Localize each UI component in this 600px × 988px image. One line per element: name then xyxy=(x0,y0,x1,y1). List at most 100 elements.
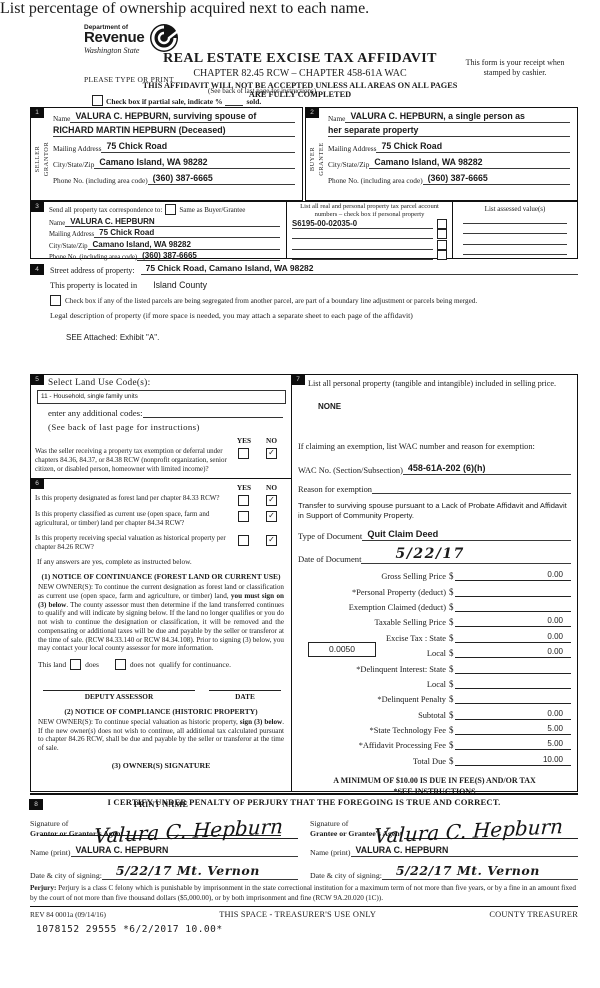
logo-text-department: Department of xyxy=(84,24,129,31)
certify-statement: I CERTIFY UNDER PENALTY OF PERJURY THAT … xyxy=(107,797,501,807)
partial-sale-percent-field[interactable] xyxy=(225,105,244,106)
local-rate-box[interactable]: 0.0050 xyxy=(308,642,376,658)
correspondence-phone-field[interactable]: (360) 387-6665 xyxy=(137,251,280,261)
money-value: 0.00 xyxy=(547,616,563,626)
mailing-address-label: Mailing Address xyxy=(49,231,95,238)
county-treasurer-label: COUNTY TREASURER xyxy=(489,910,578,919)
subtotal-field[interactable]: 0.00 xyxy=(454,709,571,720)
seller-city-field[interactable]: Camano Island, WA 98282 xyxy=(94,157,295,169)
parcel-number-field[interactable] xyxy=(292,248,433,250)
money-label: Excise Tax : State xyxy=(386,633,446,643)
buyer-city-field[interactable]: Camano Island, WA 98282 xyxy=(369,157,570,169)
located-in-label: This property is located in xyxy=(50,281,138,290)
parcel-number-field[interactable] xyxy=(292,259,433,261)
owners-signature-title: (3) OWNER(S) SIGNATURE xyxy=(111,760,211,770)
street-address-field[interactable]: 75 Chick Road, Camano Island, WA 98282 xyxy=(140,263,578,275)
owner-print-name-line[interactable] xyxy=(41,827,154,836)
money-label: *State Technology Fee xyxy=(369,726,446,736)
seller-phone-field[interactable]: (360) 387-6665 xyxy=(147,173,295,185)
s5-no-checkbox[interactable]: ✓ xyxy=(266,448,277,459)
personal-property-value[interactable]: NONE xyxy=(318,402,342,412)
grantee-printed-name-field[interactable]: VALURA C. HEPBURN xyxy=(350,845,578,857)
money-label: *Affidavit Processing Fee xyxy=(358,741,446,751)
money-label: Local xyxy=(426,649,446,659)
city-state-zip-label: City/State/Zip xyxy=(49,242,88,250)
grantor-date-city-field[interactable]: 5/22/17 Mt. Vernon xyxy=(101,863,298,880)
deputy-assessor-signature-line[interactable] xyxy=(43,682,195,691)
affidavit-processing-fee-field[interactable]: 5.00 xyxy=(454,739,571,751)
assessed-value-field[interactable] xyxy=(463,251,567,255)
segregated-checkbox[interactable] xyxy=(50,295,61,306)
additional-codes-field[interactable] xyxy=(142,417,283,418)
personal-property-checkbox-2[interactable] xyxy=(437,229,447,240)
delinquent-interest-state-field[interactable] xyxy=(454,663,571,674)
buyer-mailing-field[interactable]: 75 Chick Road xyxy=(376,141,570,153)
date-of-document-field[interactable]: 5/22/17 xyxy=(361,546,571,564)
assessed-value-field[interactable] xyxy=(463,220,567,224)
ownership-note: List percentage of ownership acquired ne… xyxy=(0,0,370,17)
gross-selling-price-field[interactable]: 0.00 xyxy=(454,570,571,582)
dollar-sign: $ xyxy=(449,601,454,612)
delinquent-penalty-field[interactable] xyxy=(454,693,571,705)
same-as-buyer-checkbox[interactable] xyxy=(165,204,177,215)
phone-label: Phone No. (including area code) xyxy=(328,176,423,185)
taxable-selling-price-field[interactable]: 0.00 xyxy=(454,616,571,628)
q2-no-checkbox[interactable]: ✓ xyxy=(266,511,277,523)
excise-tax-state-field[interactable]: 0.00 xyxy=(454,632,571,643)
section-7-tab: 7 xyxy=(291,374,305,385)
buyer-phone-field[interactable]: (360) 387-6665 xyxy=(422,173,570,185)
money-value xyxy=(455,601,572,611)
seller-mailing-field[interactable]: 75 Chick Road xyxy=(101,141,295,153)
reason-field[interactable] xyxy=(371,492,571,495)
bottom-row: REV 84 0001a (09/14/16) THIS SPACE - TRE… xyxy=(30,906,578,919)
wac-number-field[interactable]: 458-61A-202 (6)(h) xyxy=(402,463,571,476)
seller-name-field-2[interactable]: RICHARD MARTIN HEPBURN (Deceased) xyxy=(53,125,295,137)
parcel-number-field[interactable]: S6195-00-02035-0 xyxy=(292,219,433,229)
section-8: 8 I CERTIFY UNDER PENALTY OF PERJURY THA… xyxy=(29,793,578,880)
personal-property-deduct-field[interactable] xyxy=(454,586,572,597)
land-does-checkbox[interactable] xyxy=(70,659,82,670)
personal-property-checkbox-4[interactable] xyxy=(437,250,447,261)
buyer-name-field-2[interactable]: her separate property xyxy=(328,125,570,137)
grantor-signature-line[interactable] xyxy=(125,836,298,839)
county-field[interactable]: Island County xyxy=(153,280,207,290)
personal-property-checkbox-3[interactable] xyxy=(437,239,447,250)
personal-property-checkbox-1[interactable] xyxy=(437,218,447,229)
grantee-signature-line[interactable] xyxy=(404,836,578,839)
correspondence-mailing-field[interactable]: 75 Chick Road xyxy=(94,228,280,238)
print-name-label: PRINT NAME xyxy=(133,799,189,809)
delinquent-interest-local-field[interactable] xyxy=(454,678,571,689)
state-technology-fee-field[interactable]: 5.00 xyxy=(454,724,571,736)
land-use-code-select[interactable]: 11 - Household, single family units xyxy=(37,390,286,404)
owner-print-name-line[interactable] xyxy=(168,827,281,836)
name-label: Name xyxy=(49,219,66,227)
correspondence-name-field[interactable]: VALURA C. HEPBURN xyxy=(65,217,280,227)
q2-yes-checkbox[interactable] xyxy=(238,511,249,523)
q3-yes-checkbox[interactable] xyxy=(238,534,249,546)
correspondence-city-field[interactable]: Camano Island, WA 98282 xyxy=(87,240,280,250)
phone-label: Phone No. (including area code) xyxy=(53,176,148,185)
q3-no-checkbox[interactable]: ✓ xyxy=(266,534,277,546)
parcel-number-field[interactable] xyxy=(292,238,433,240)
partial-sale-sold-label: sold. xyxy=(246,97,262,106)
type-of-document-field[interactable]: Quit Claim Deed xyxy=(362,529,571,541)
dor-logo: Department of Revenue Washington State xyxy=(84,24,180,55)
assessed-value-field[interactable] xyxy=(463,230,567,234)
grantee-date-city-field[interactable]: 5/22/17 Mt. Vernon xyxy=(381,863,578,880)
q1-yes-checkbox[interactable] xyxy=(238,495,249,507)
checkmark-icon: ✓ xyxy=(268,511,275,521)
total-due-field[interactable]: 10.00 xyxy=(454,755,571,766)
grantor-printed-name-field[interactable]: VALURA C. HEPBURN xyxy=(70,845,298,857)
land-does-not-checkbox[interactable] xyxy=(114,659,126,670)
assessed-value-field[interactable] xyxy=(463,241,567,245)
assessor-date-line[interactable] xyxy=(209,682,281,691)
personal-property-column: 7 List all personal property (tangible a… xyxy=(291,374,578,796)
excise-tax-local-field[interactable]: 0.00 xyxy=(454,647,571,659)
partial-sale-checkbox[interactable] xyxy=(92,95,103,106)
s5-yes-checkbox[interactable] xyxy=(238,448,249,459)
q1-no-checkbox[interactable]: ✓ xyxy=(266,495,277,507)
exemption-claimed-field[interactable] xyxy=(454,601,572,612)
buyer-name-field[interactable]: VALURA C. HEPBURN, a single person as xyxy=(345,111,570,123)
seller-name-field[interactable]: VALURA C. HEPBURN, surviving spouse of xyxy=(70,111,295,123)
money-value xyxy=(455,586,572,596)
